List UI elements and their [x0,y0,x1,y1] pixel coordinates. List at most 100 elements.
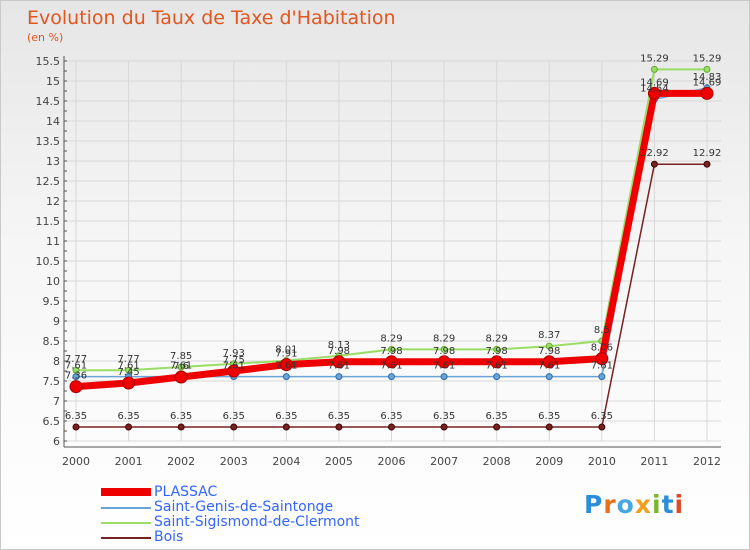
series-lines [69,65,714,431]
data-point-1 [545,373,553,381]
y-tick-label: 15.5 [36,55,61,68]
data-point-0 [227,364,241,378]
x-tick-label: 2008 [483,455,511,468]
data-label: 7.61 [275,361,297,372]
x-tick-label: 2006 [378,455,406,468]
data-point-0 [174,370,188,384]
data-point-3 [177,423,185,431]
data-label: 7.61 [380,361,402,372]
y-tick-label: 7.5 [43,375,61,388]
data-label: 7.98 [433,346,455,357]
data-point-2 [177,363,185,371]
data-point-3 [282,423,290,431]
data-point-2 [125,366,133,374]
data-point-1 [493,373,501,381]
data-point-2 [388,345,395,353]
data-label: 7.91 [275,349,297,360]
data-label: 7.85 [170,351,192,362]
data-label: 6.35 [538,411,560,422]
data-label: 7.61 [170,361,192,372]
legend-label: PLASSAC [154,484,218,500]
data-label: 7.61 [328,361,350,372]
data-point-3 [72,423,80,431]
data-point-0 [700,86,714,100]
data-label: 7.36 [65,371,87,382]
y-tick-label: 13.5 [36,135,61,148]
y-tick-label: 11.5 [36,215,61,228]
data-label: 6.35 [223,411,245,422]
legend-label: Saint-Genis-de-Saintonge [154,499,334,515]
data-label: 12.92 [693,148,722,159]
data-label: 7.61 [486,361,508,372]
x-tick-label: 2005 [325,455,353,468]
data-label: 14.83 [693,72,722,83]
x-tick-label: 2010 [588,455,616,468]
data-point-3 [703,160,711,168]
y-tick-label: 14 [46,115,60,128]
data-label: 6.35 [65,411,87,422]
legend-swatch-plassac [101,488,151,496]
data-label: 7.61 [538,361,560,372]
data-point-3 [598,423,606,431]
data-label: 7.75 [223,355,245,366]
data-label: 8.01 [275,345,297,356]
data-label: 6.35 [380,411,402,422]
data-point-2 [650,65,658,73]
chart-subtitle: (en %) [27,31,64,44]
axes: 6 6.5 7 7.5 8 8.5 9 9.5 10 10.5 11 11.5 12 12.5 13 13.5… [36,55,721,468]
data-label: 7.61 [117,361,139,372]
data-label: 8.5 [594,325,610,336]
x-tick-label: 2004 [272,455,300,468]
legend-label: Bois [154,529,184,545]
data-label: 7.98 [538,346,560,357]
data-point-0 [69,380,83,394]
y-tick-label: 8.5 [43,335,61,348]
data-point-3 [125,423,133,431]
data-point-2 [72,366,80,374]
data-point-1 [282,373,290,381]
data-label: 6.35 [275,411,297,422]
y-tick-label: 7 [53,395,60,408]
data-point-1 [335,373,343,381]
data-point-0 [385,355,398,369]
line-chart: 6 6.5 7 7.5 8 8.5 9 9.5 10 10.5 11 11.5 12 12.5 13 13.5… [36,53,722,468]
y-tick-label: 9 [53,315,60,328]
data-point-3 [650,160,658,168]
x-tick-label: 2007 [430,455,458,468]
x-tick-label: 2001 [115,455,143,468]
data-point-0 [279,358,293,372]
legend-label: Saint-Sigismond-de-Clermont [154,514,360,530]
data-label: 6.35 [117,411,139,422]
y-tick-label: 12 [46,195,60,208]
data-label: 8.13 [328,340,350,351]
x-tick-label: 2009 [535,455,563,468]
data-label: 7.77 [117,354,139,365]
data-point-3 [388,423,395,431]
data-label: 6.35 [486,411,508,422]
data-label: 15.29 [640,53,669,64]
data-label: 8.37 [538,330,560,341]
legend-swatch-saint-sigismond [101,522,151,524]
y-tick-label: 6 [53,435,60,448]
x-tick-label: 2000 [62,455,90,468]
data-labels: 7.36 7.457.67.757.91 7.98 7.98 7.98 7.98 7.98 8… [65,53,721,422]
x-tick-label: 2002 [167,455,195,468]
data-label: 7.61 [591,361,613,372]
data-label: 6.35 [170,411,192,422]
data-point-3 [440,423,448,431]
data-label: 6.35 [328,411,350,422]
data-point-0 [437,355,451,369]
data-point-0 [647,86,661,100]
data-label: 14.69 [640,77,669,88]
y-tick-label: 10.5 [36,255,61,268]
data-label: 7.61 [65,361,87,372]
y-tick-label: 6.5 [43,415,61,428]
data-label: 8.06 [591,343,613,354]
y-tick-label: 10 [46,275,60,288]
data-point-0 [490,355,504,369]
data-label: 15.29 [693,53,722,64]
data-point-2 [545,342,553,350]
data-label: 7.98 [328,346,350,357]
data-point-2 [493,345,501,353]
data-label: 7.61 [433,361,455,372]
